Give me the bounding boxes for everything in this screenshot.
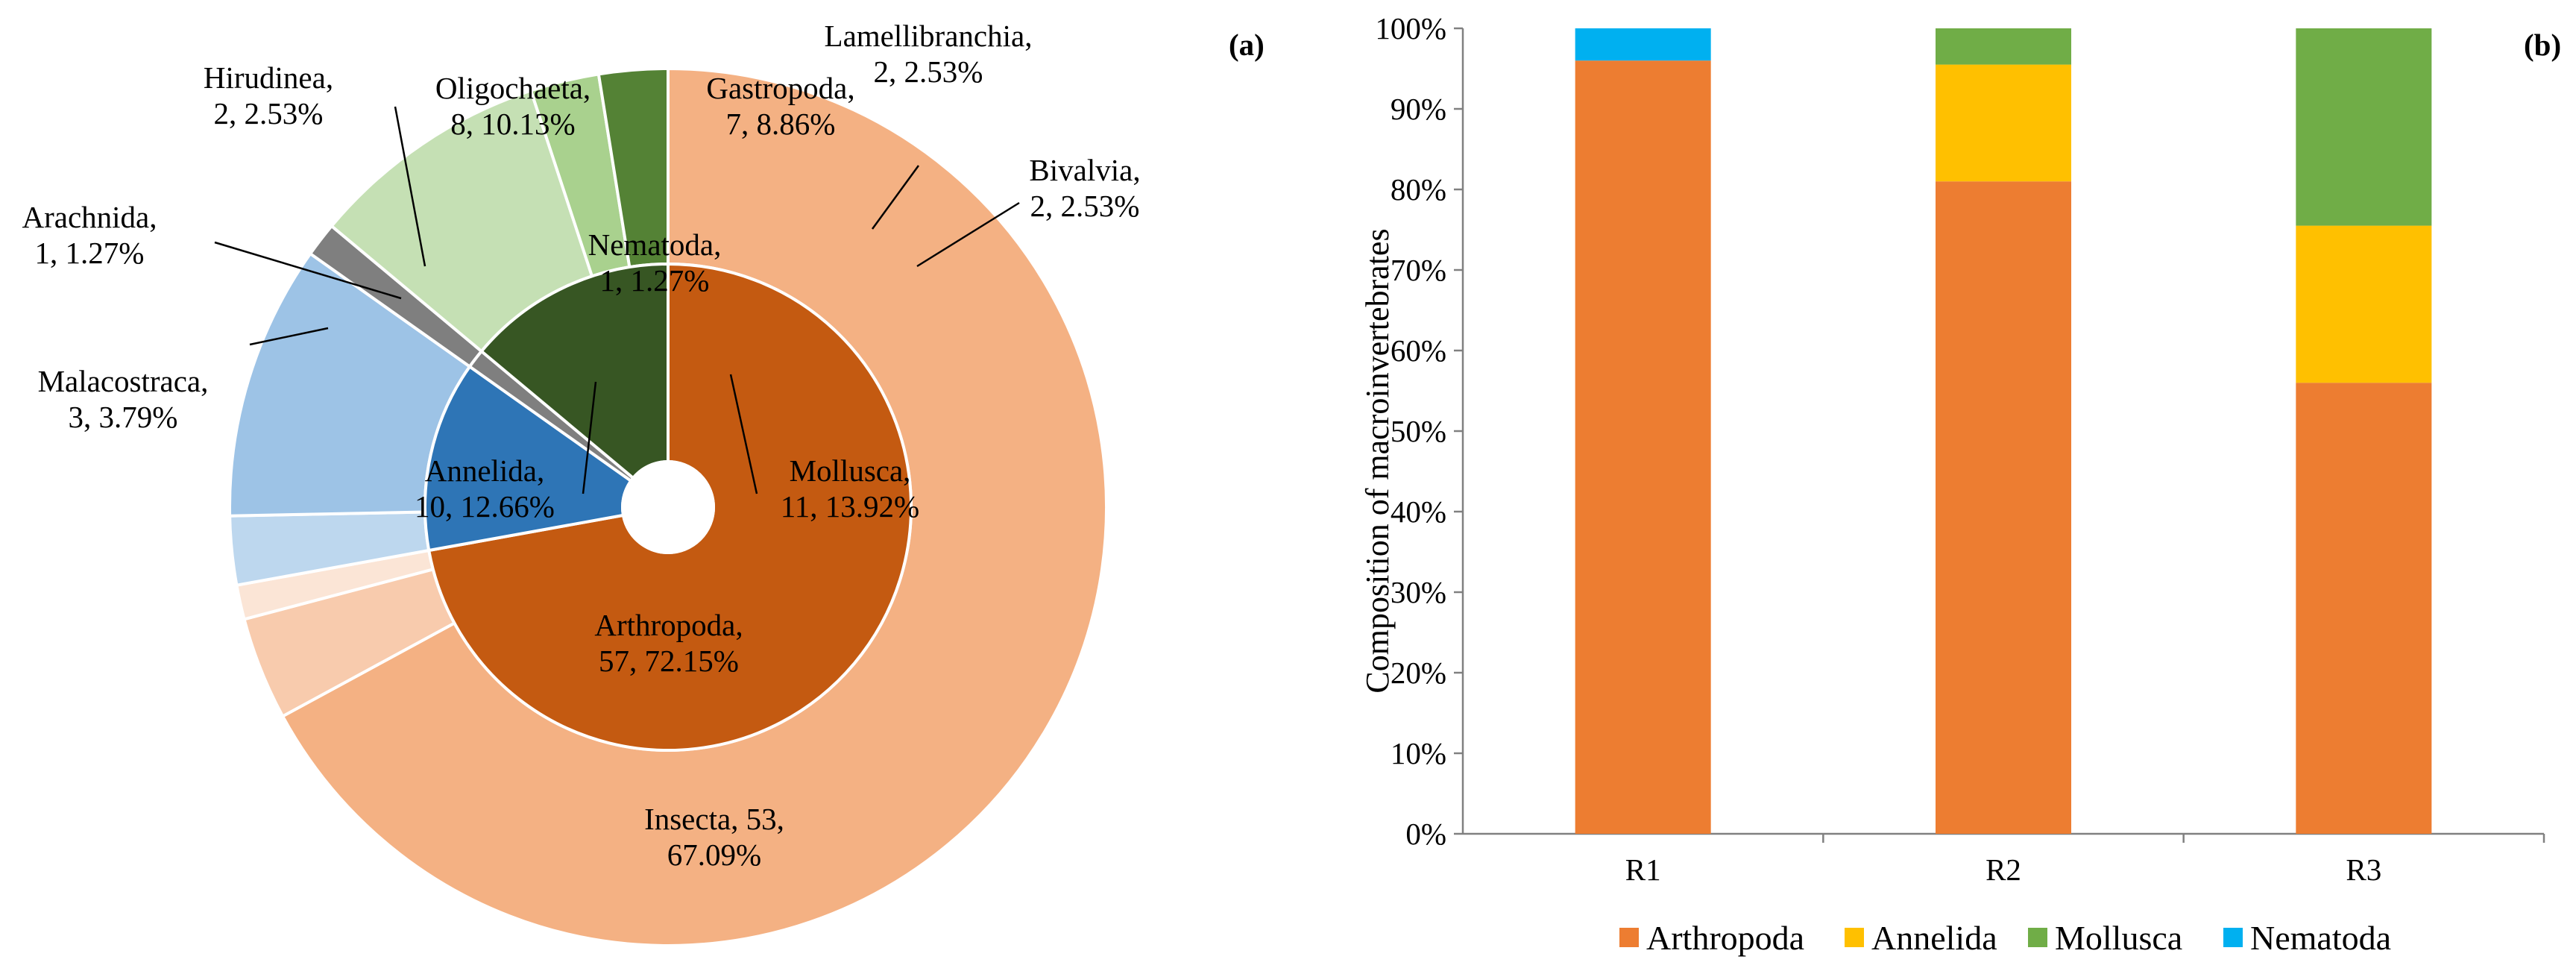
x-tick-label: R2 xyxy=(1985,852,2021,887)
leader-line xyxy=(249,327,329,346)
legend-label: Annelida xyxy=(1871,919,1997,957)
inner-label-nematoda: Nematoda, 1, 1.27% xyxy=(588,227,722,298)
bar-r1-arthropoda xyxy=(1575,60,1711,835)
y-tick-label: 100% xyxy=(1375,11,1446,45)
panel-label-b: (b) xyxy=(2524,28,2561,62)
legend-item-annelida: Annelida xyxy=(1845,919,1997,957)
x-tick-label: R3 xyxy=(2346,852,2381,887)
legend-swatch xyxy=(2028,928,2047,947)
outer-label-gastropoda: Gastropoda, 7, 8.86% xyxy=(706,71,854,141)
donut-chart-panel: Arthropoda, 57, 72.15% Annelida, 10, 12.66%… xyxy=(22,19,1265,947)
outer-label-oligochaeta: Oligochaeta, 8, 10.13% xyxy=(435,71,591,141)
outer-label-lamellibranchia: Lamellibranchia, 2, 2.53% xyxy=(825,19,1033,89)
inner-label-annelida: Annelida, 10, 12.66% xyxy=(415,453,555,524)
outer-label-arachnida: Arachnida, 1, 1.27% xyxy=(22,200,157,270)
outer-label-malacostraca: Malacostraca, 3, 3.79% xyxy=(38,364,209,434)
legend-label: Mollusca xyxy=(2055,919,2182,957)
legend: Arthropoda Annelida Mollusca Nematoda xyxy=(1619,919,2391,957)
donut-hole xyxy=(621,460,715,554)
y-tick-label: 20% xyxy=(1391,656,1446,690)
legend-swatch xyxy=(2223,928,2243,947)
bar-r1-nematoda xyxy=(1575,28,1711,61)
y-tick-label: 0% xyxy=(1405,817,1446,851)
bar-r2-arthropoda xyxy=(1936,181,2071,834)
bar-r2-mollusca xyxy=(1936,28,2071,65)
bar-tick-labels: 0% 10% 20% 30% 40% 50% 60% 70% 80% 90% 100% R1 R2 R3 xyxy=(1375,11,2381,887)
panel-label-a: (a) xyxy=(1229,28,1265,62)
y-tick-label: 10% xyxy=(1391,736,1446,770)
leader-line xyxy=(394,106,426,267)
leader-line xyxy=(214,241,402,300)
leader-line xyxy=(871,165,920,230)
y-tick-label: 50% xyxy=(1391,414,1446,448)
y-tick-label: 90% xyxy=(1391,92,1446,126)
stacked-bar-chart-panel: 0%10%20%30%40%50%60%70%80%90%100%R1 R2 R3 … xyxy=(1359,11,2561,957)
legend-item-arthropoda: Arthropoda xyxy=(1619,919,1804,957)
inner-label-arthropoda: Arthropoda, 57, 72.15% xyxy=(594,608,743,678)
bar-stacks xyxy=(1575,28,2432,835)
slice-labels: Arthropoda, 57, 72.15% Annelida, 10, 12.66%… xyxy=(22,19,1141,872)
outer-label-insecta: Insecta, 53, 67.09% xyxy=(644,802,784,872)
legend-label: Arthropoda xyxy=(1646,919,1804,957)
inner-ring xyxy=(423,262,913,752)
legend-item-nematoda: Nematoda xyxy=(2223,919,2391,957)
outer-label-bivalvia: Bivalvia, 2, 2.53% xyxy=(1029,153,1140,223)
y-tick-label: 80% xyxy=(1391,172,1446,207)
bar-r3-arthropoda xyxy=(2296,383,2432,834)
bar-r3-mollusca xyxy=(2296,28,2432,226)
y-axis-label: Composition of macroinvertebrates xyxy=(1359,228,1396,693)
bar-r3-annelida xyxy=(2296,225,2432,383)
leader-lines xyxy=(214,106,1020,494)
bar-r2-annelida xyxy=(1936,64,2071,182)
outer-label-hirudinea: Hirudinea, 2, 2.53% xyxy=(204,60,333,131)
y-tick-label: 40% xyxy=(1391,494,1446,529)
y-tick-label: 30% xyxy=(1391,575,1446,609)
y-tick-label: 70% xyxy=(1391,253,1446,287)
leader-line xyxy=(916,201,1020,268)
leader-line xyxy=(729,374,758,494)
x-tick-label: R1 xyxy=(1625,852,1661,887)
leader-line xyxy=(582,381,597,494)
y-tick-label: 60% xyxy=(1391,333,1446,368)
legend-swatch xyxy=(1619,928,1639,947)
legend-label: Nematoda xyxy=(2250,919,2391,957)
legend-swatch xyxy=(1845,928,1864,947)
legend-item-mollusca: Mollusca xyxy=(2028,919,2182,957)
inner-label-mollusca: Mollusca, 11, 13.92% xyxy=(781,453,919,524)
